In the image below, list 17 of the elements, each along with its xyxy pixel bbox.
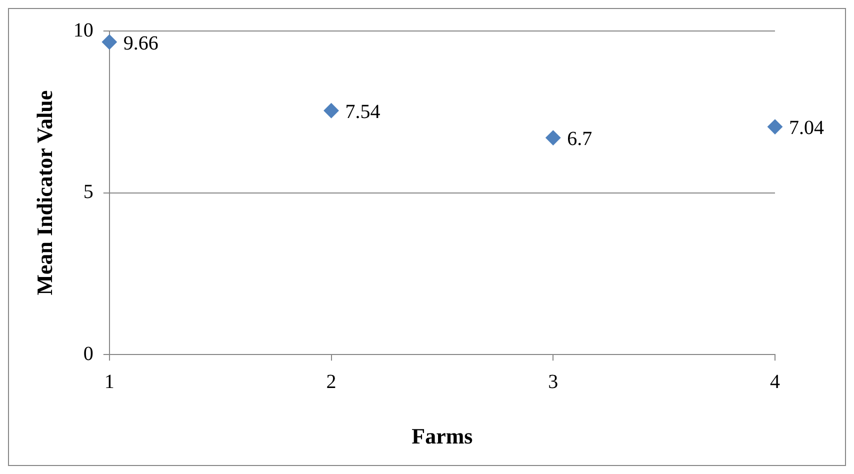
y-tick-label: 10 <box>73 19 94 42</box>
y-tick-label: 0 <box>83 342 94 365</box>
x-tick-label: 2 <box>326 370 336 393</box>
y-axis-title: Mean Indicator Value <box>32 90 57 296</box>
data-label: 7.54 <box>345 100 380 123</box>
y-tick-label: 5 <box>83 181 94 204</box>
x-tick-label: 3 <box>548 370 558 393</box>
point <box>324 103 339 118</box>
point <box>768 119 782 134</box>
x-tick-label: 4 <box>770 370 780 393</box>
data-label: 6.7 <box>567 128 592 150</box>
x-axis-title: Farms <box>412 423 474 448</box>
data-label: 7.04 <box>789 117 824 140</box>
data-label: 9.66 <box>123 32 158 54</box>
x-tick-label: 1 <box>104 370 114 393</box>
point <box>102 34 117 50</box>
point <box>546 130 561 146</box>
